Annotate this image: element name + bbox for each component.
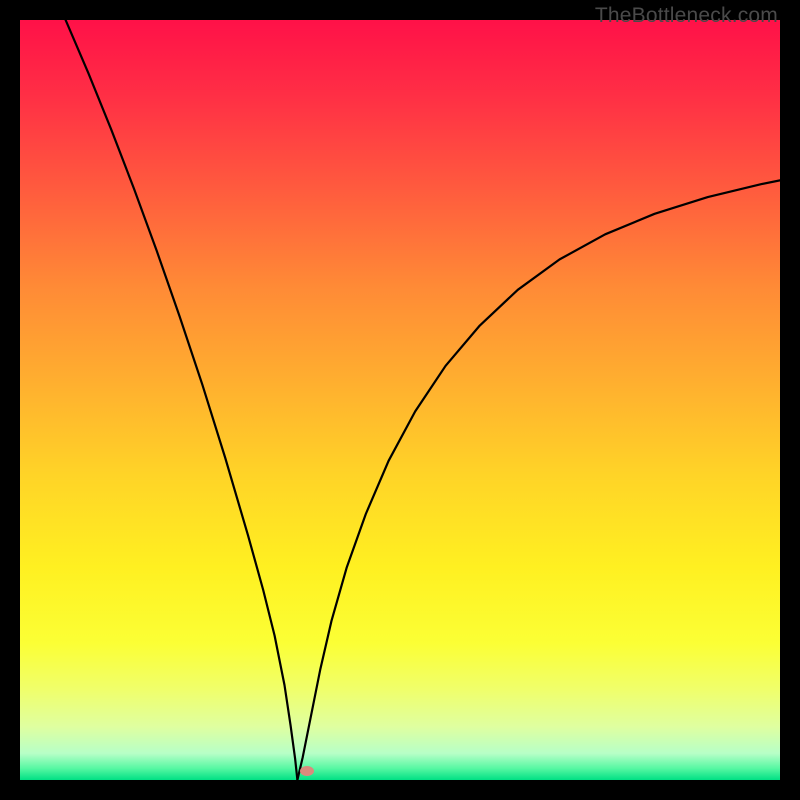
plot-area <box>20 20 780 780</box>
watermark-text: TheBottleneck.com <box>595 4 778 28</box>
optimum-marker <box>300 766 314 776</box>
bottleneck-curve <box>20 20 780 780</box>
chart-frame <box>0 0 800 800</box>
